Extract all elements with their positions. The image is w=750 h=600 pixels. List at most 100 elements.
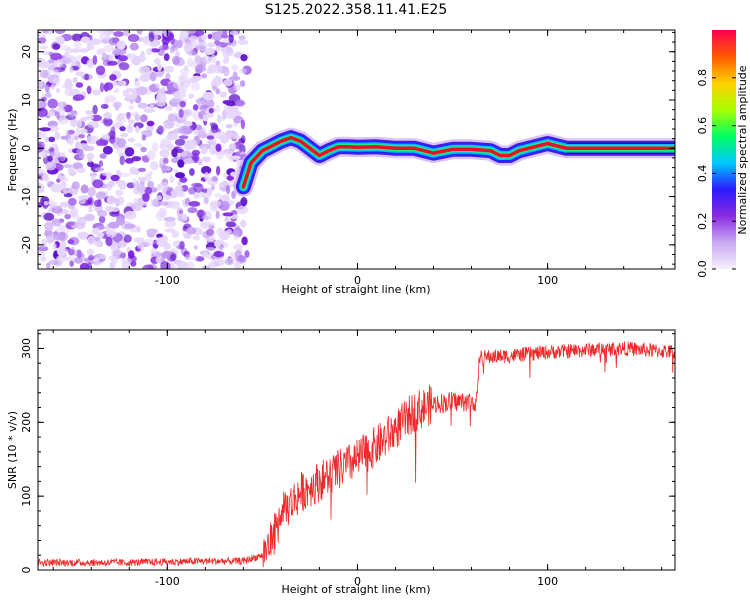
noise-blob bbox=[119, 155, 125, 166]
noise-blob bbox=[176, 207, 184, 217]
noise-blob bbox=[169, 45, 175, 54]
noise-blob bbox=[117, 80, 124, 87]
noise-blob bbox=[163, 32, 169, 37]
noise-blob bbox=[64, 87, 74, 97]
y-tick-label: -20 bbox=[20, 236, 33, 254]
noise-blob bbox=[96, 30, 109, 34]
noise-blob bbox=[206, 47, 216, 55]
noise-blob bbox=[234, 99, 245, 106]
noise-blob bbox=[139, 74, 150, 83]
noise-blob bbox=[125, 94, 138, 100]
noise-blob bbox=[191, 182, 203, 188]
noise-blob bbox=[176, 39, 183, 49]
noise-blob bbox=[80, 184, 89, 194]
noise-blob bbox=[124, 147, 135, 157]
noise-blob bbox=[202, 265, 211, 269]
noise-blob bbox=[133, 237, 145, 244]
noise-blobs bbox=[38, 30, 252, 269]
noise-blob bbox=[191, 49, 198, 56]
noise-blob bbox=[188, 201, 201, 207]
noise-blob bbox=[165, 143, 175, 150]
noise-blob bbox=[127, 250, 135, 259]
noise-blob bbox=[84, 115, 94, 120]
noise-blob bbox=[68, 197, 77, 206]
noise-blob bbox=[118, 62, 130, 71]
noise-blob bbox=[131, 156, 141, 162]
noise-blob bbox=[207, 42, 216, 48]
noise-blob bbox=[50, 52, 63, 61]
noise-blob bbox=[186, 226, 197, 235]
noise-blob bbox=[179, 100, 186, 108]
noise-blob bbox=[44, 221, 54, 232]
noise-blob bbox=[209, 200, 222, 208]
noise-blob bbox=[164, 65, 175, 73]
spectrogram-frame bbox=[37, 29, 676, 270]
noise-blob bbox=[64, 213, 72, 220]
noise-blob bbox=[40, 256, 47, 262]
noise-blob bbox=[80, 36, 91, 44]
snr-frame bbox=[37, 329, 676, 571]
bottom-y-ticks: 0 100 200 300 bbox=[20, 333, 675, 574]
colorbar-tick-label: 0.4 bbox=[696, 165, 709, 183]
noise-blob bbox=[215, 210, 220, 219]
noise-blob bbox=[144, 186, 153, 195]
noise-blob bbox=[86, 152, 95, 161]
noise-blob bbox=[47, 98, 58, 109]
noise-blob bbox=[59, 201, 71, 208]
noise-blob bbox=[156, 71, 164, 78]
noise-blob bbox=[98, 160, 103, 168]
noise-blob bbox=[95, 65, 106, 76]
noise-blob bbox=[87, 187, 96, 197]
noise-blob bbox=[113, 88, 120, 94]
noise-blob bbox=[211, 31, 223, 41]
noise-blob bbox=[204, 171, 210, 182]
noise-blob bbox=[240, 54, 248, 62]
noise-blob bbox=[160, 261, 171, 269]
noise-blob bbox=[92, 55, 98, 65]
noise-blob bbox=[56, 178, 61, 183]
noise-blob bbox=[237, 254, 245, 262]
noise-blob bbox=[38, 81, 43, 87]
noise-blob bbox=[223, 78, 233, 87]
noise-blob bbox=[39, 133, 47, 139]
noise-blob bbox=[76, 167, 86, 173]
noise-blob bbox=[172, 55, 180, 65]
noise-blob bbox=[216, 113, 222, 124]
noise-blob bbox=[201, 147, 208, 155]
noise-blob bbox=[117, 240, 127, 249]
noise-blob bbox=[127, 34, 140, 42]
noise-blob bbox=[202, 91, 215, 101]
noise-blob bbox=[225, 124, 233, 129]
noise-blob bbox=[126, 111, 131, 120]
noise-blob bbox=[39, 101, 47, 109]
noise-blob bbox=[118, 55, 128, 62]
noise-blob bbox=[210, 124, 219, 134]
noise-blob bbox=[94, 167, 105, 172]
noise-blob bbox=[150, 48, 161, 53]
noise-blob bbox=[45, 234, 55, 243]
noise-blob bbox=[70, 119, 79, 125]
noise-blob bbox=[39, 45, 49, 50]
noise-blob bbox=[171, 97, 183, 103]
noise-blob bbox=[146, 120, 155, 127]
noise-blob bbox=[150, 248, 157, 255]
noise-blob bbox=[73, 257, 84, 264]
y-tick-label: 0 bbox=[20, 145, 33, 152]
noise-blob bbox=[106, 60, 118, 66]
noise-blob bbox=[178, 135, 189, 140]
noise-blob bbox=[140, 146, 147, 153]
noise-blob bbox=[128, 105, 134, 111]
noise-blob bbox=[71, 181, 80, 190]
noise-blob bbox=[153, 30, 163, 35]
noise-blob bbox=[55, 58, 64, 68]
noise-blob bbox=[173, 93, 180, 99]
noise-blob bbox=[99, 33, 109, 41]
noise-blob bbox=[186, 139, 198, 150]
noise-blob bbox=[68, 167, 76, 175]
noise-blob bbox=[48, 259, 59, 266]
noise-blob bbox=[50, 84, 56, 90]
noise-blob bbox=[211, 184, 215, 191]
noise-blob bbox=[146, 228, 158, 235]
noise-blob bbox=[116, 138, 127, 148]
noise-blob bbox=[183, 120, 193, 127]
